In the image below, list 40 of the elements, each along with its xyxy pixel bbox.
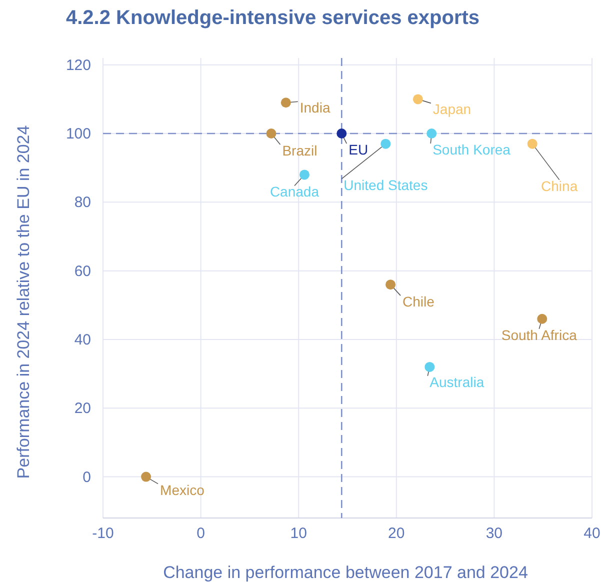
point xyxy=(426,128,437,139)
y-tick-label: 0 xyxy=(82,468,91,486)
point xyxy=(386,280,396,290)
point xyxy=(380,138,391,149)
text: United States xyxy=(344,176,428,193)
y-tick-label: 100 xyxy=(66,126,91,143)
series-label: Mexico xyxy=(160,482,205,498)
point xyxy=(412,94,423,104)
y-tick-label: 20 xyxy=(74,400,91,418)
series-label: Australia xyxy=(430,374,484,390)
point xyxy=(336,128,347,139)
x-tick-label: 10 xyxy=(290,525,307,542)
series-label: South Africa xyxy=(501,326,578,343)
y-tick-label: 60 xyxy=(74,262,91,280)
point xyxy=(527,138,538,149)
chart-title: 4.2.2 Knowledge-intensive services exports xyxy=(66,7,480,29)
x-tick-label: -10 xyxy=(92,525,114,542)
point xyxy=(280,98,291,108)
point xyxy=(424,362,435,372)
series-label: Japan xyxy=(432,101,472,118)
text: China xyxy=(541,178,578,194)
y-tick-label: 40 xyxy=(74,331,91,348)
x-axis-title: Change in performance between 2017 and 2024 xyxy=(163,563,528,582)
x-tick-label: 20 xyxy=(388,525,405,542)
series-label: Canada xyxy=(270,184,320,200)
series-label: Brazil xyxy=(282,142,318,159)
series-label: Chile xyxy=(402,294,435,310)
y-axis-title: Performance in 2024 relative to the EU in 2024 xyxy=(14,125,33,479)
y-tick-label: 120 xyxy=(66,56,91,74)
point xyxy=(266,128,276,139)
x-tick-label: 0 xyxy=(196,525,205,542)
y-tick-label: 80 xyxy=(74,194,91,212)
x-tick-label: 40 xyxy=(584,525,600,542)
series-label: South Korea xyxy=(432,142,511,158)
point xyxy=(141,472,152,482)
point xyxy=(299,170,310,180)
point xyxy=(537,314,548,324)
x-tick-label: 30 xyxy=(486,525,503,542)
series-label: EU xyxy=(348,142,368,158)
series-label: India xyxy=(300,100,330,116)
